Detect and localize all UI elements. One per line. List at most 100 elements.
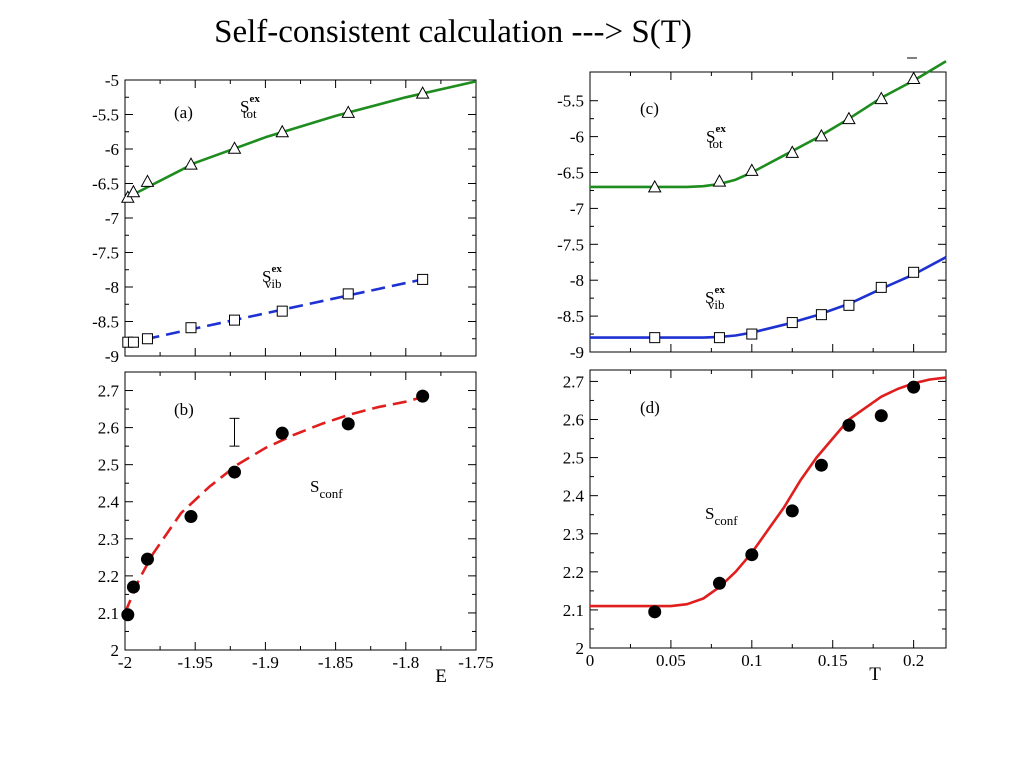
series-label: Sex vib — [705, 284, 725, 312]
data-point — [275, 426, 289, 440]
series-fit-line — [123, 396, 421, 614]
data-point — [842, 111, 856, 125]
slide-title: Self-consistent calculation ---> S(T) — [214, 14, 692, 50]
y-tick-label: 2.2 — [563, 563, 584, 582]
y-tick-label: -5 — [105, 71, 119, 90]
x-tick-label: 0.2 — [903, 651, 924, 670]
y-tick-label: 2.6 — [563, 411, 584, 430]
y-tick-label: 2.3 — [98, 530, 119, 549]
y-tick-label: -9 — [105, 347, 119, 366]
data-point — [785, 145, 800, 158]
y-tick-label: -7 — [570, 199, 585, 218]
series-label: Sconf — [705, 504, 738, 528]
x-tick-label: -1.85 — [318, 653, 353, 672]
x-axis-label: E — [435, 666, 447, 687]
data-point — [745, 548, 759, 562]
data-point — [185, 322, 197, 334]
data-point — [126, 580, 140, 594]
x-tick-label: -1.75 — [458, 653, 493, 672]
data-point — [228, 465, 242, 479]
data-point — [141, 333, 153, 345]
data-point — [647, 179, 662, 193]
y-tick-label: 2 — [111, 641, 120, 660]
data-point — [874, 91, 889, 105]
y-tick-label: -7.5 — [557, 235, 584, 254]
data-point — [744, 163, 759, 176]
data-point — [649, 332, 661, 344]
data-point — [415, 86, 430, 99]
data-point — [875, 281, 887, 293]
panel-b: 2 2.1 2.2 2.3 2.4 2.5 2.6 2.7 -2 -1.95 -1.9 -1.85 -1… — [98, 371, 494, 687]
y-tick-label: -6.5 — [557, 164, 584, 183]
x-tick-label: -1.9 — [252, 653, 279, 672]
panel-label: (a) — [174, 103, 193, 122]
data-point — [785, 504, 799, 518]
y-tick-label: 2.3 — [563, 525, 584, 544]
panel-c: -9 -8.5 -8 -7.5 -7 -6.5 -6 -5.5 (c) Sex tot Sex vib — [557, 60, 947, 362]
series-label: Sex tot — [240, 93, 260, 121]
x-tick-label: -1.8 — [392, 653, 419, 672]
y-tick-label: -5.5 — [92, 106, 119, 125]
x-tick-label: 0.15 — [818, 651, 848, 670]
y-tick-label: -5.5 — [557, 92, 584, 111]
y-tick-label: 2.5 — [98, 456, 119, 475]
x-tick-label: -2 — [118, 653, 132, 672]
y-tick-label: -8 — [570, 271, 584, 290]
data-point — [815, 309, 827, 321]
x-tick-label: 0.1 — [741, 651, 762, 670]
y-tick-label: 2.1 — [563, 601, 584, 620]
x-axis-label: T — [869, 664, 881, 685]
y-tick-label: 2.7 — [98, 382, 120, 401]
x-tick-label: -1.95 — [177, 653, 212, 672]
data-point — [126, 184, 141, 198]
data-point — [121, 608, 135, 622]
panel-label: (d) — [640, 398, 660, 417]
data-point — [140, 552, 154, 566]
data-point — [416, 389, 430, 403]
data-point — [814, 458, 828, 472]
y-tick-label: 2.1 — [98, 604, 119, 623]
y-tick-label: -6.5 — [92, 175, 119, 194]
plot-frame — [589, 71, 947, 353]
series-label: Sex tot — [706, 123, 726, 151]
data-point — [712, 576, 726, 590]
data-point — [874, 409, 888, 423]
data-point — [184, 157, 198, 170]
y-tick-label: -6 — [570, 128, 584, 147]
y-tick-label: -8.5 — [92, 313, 119, 332]
plot-frame — [589, 369, 947, 649]
data-point — [184, 510, 198, 524]
series-label: Sconf — [310, 477, 343, 501]
y-tick-label: -7.5 — [92, 244, 119, 263]
y-tick-label: 2.7 — [563, 372, 585, 391]
y-tick-label: 2 — [576, 639, 585, 658]
panel-label: (b) — [174, 400, 194, 419]
data-point — [341, 105, 356, 118]
data-point — [648, 605, 662, 619]
y-tick-label: -7 — [105, 209, 120, 228]
data-point — [276, 305, 288, 317]
data-point — [417, 273, 429, 285]
data-point — [275, 124, 290, 138]
data-point — [341, 417, 355, 431]
data-point — [227, 141, 242, 154]
panel-label: (c) — [640, 99, 659, 118]
panel-d: 2 2.1 2.2 2.3 2.4 2.5 2.6 2.7 0 0.05 0.1 0.15 0.2 T (d… — [563, 369, 947, 685]
data-point — [843, 299, 855, 311]
y-tick-label: -8 — [105, 278, 119, 297]
data-point — [140, 174, 155, 187]
y-tick-label: -9 — [570, 343, 584, 362]
panel-a: -9 -8.5 -8 -7.5 -7 -6.5 -6 -5.5 -5 (a) Sex tot Sex vi… — [92, 71, 477, 366]
data-point — [906, 71, 921, 84]
y-tick-label: 2.5 — [563, 449, 584, 468]
data-point — [229, 314, 241, 326]
series-label: Sex vib — [262, 263, 282, 291]
y-tick-label: 2.2 — [98, 567, 119, 586]
y-tick-label: 2.6 — [98, 419, 119, 438]
data-point — [127, 336, 139, 348]
data-point — [908, 266, 920, 278]
series-fit-line — [124, 278, 423, 345]
y-tick-label: 2.4 — [98, 493, 120, 512]
y-tick-label: -8.5 — [557, 307, 584, 326]
